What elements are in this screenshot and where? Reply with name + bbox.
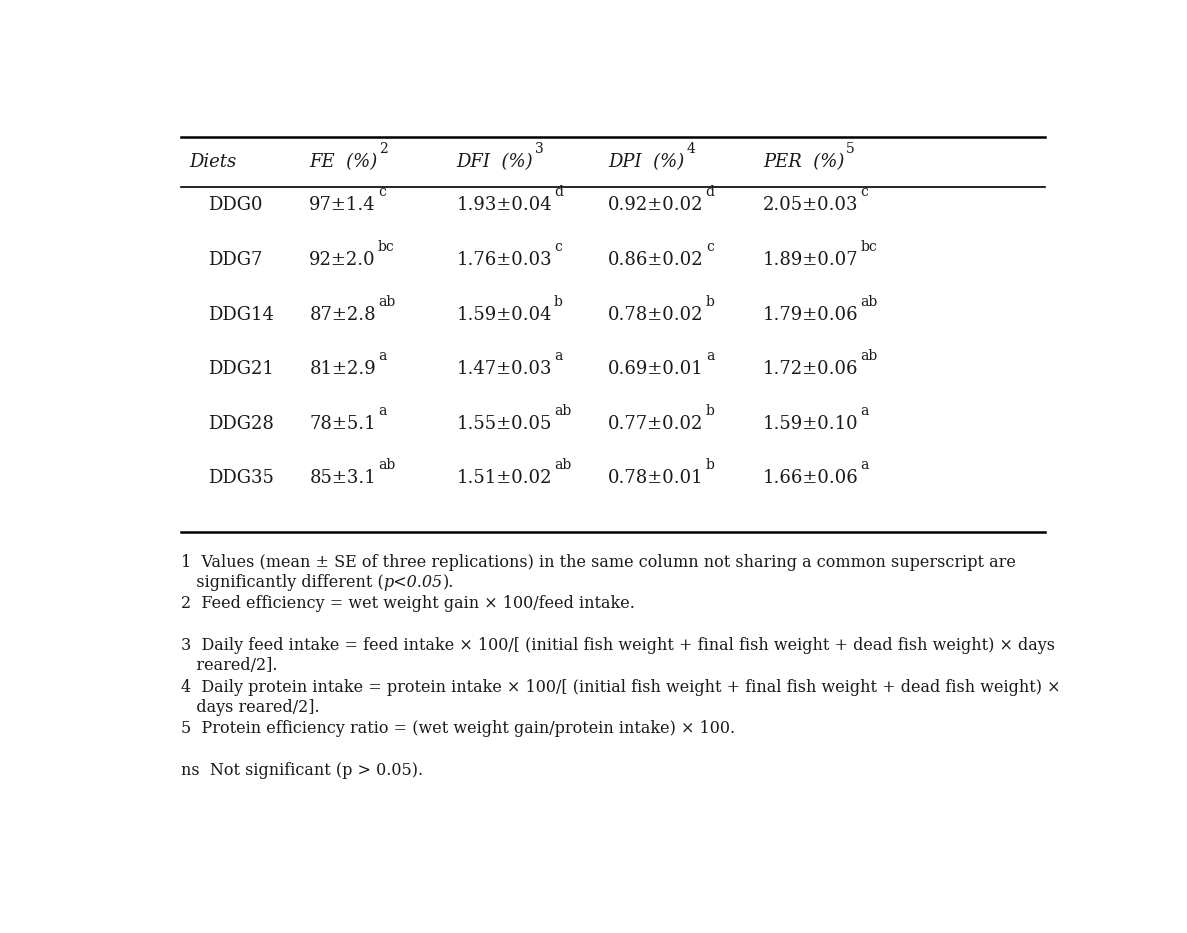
- Text: c: c: [377, 186, 386, 200]
- Text: DDG35: DDG35: [208, 469, 274, 487]
- Text: 1.72±0.06: 1.72±0.06: [763, 360, 858, 378]
- Text: 0.86±0.02: 0.86±0.02: [608, 251, 704, 269]
- Text: b: b: [554, 295, 563, 309]
- Text: 5: 5: [846, 143, 855, 157]
- Text: significantly different (: significantly different (: [180, 574, 383, 591]
- Text: ab: ab: [377, 458, 395, 472]
- Text: DPI  (%): DPI (%): [608, 153, 685, 172]
- Text: bc: bc: [377, 240, 394, 254]
- Text: ab: ab: [861, 295, 877, 309]
- Text: bc: bc: [861, 240, 877, 254]
- Text: 1.93±0.04: 1.93±0.04: [457, 196, 552, 215]
- Text: PER  (%): PER (%): [763, 153, 844, 172]
- Text: a: a: [554, 349, 563, 363]
- Text: 78±5.1: 78±5.1: [310, 415, 376, 433]
- Text: 5  Protein efficiency ratio = (wet weight gain/protein intake) × 100.: 5 Protein efficiency ratio = (wet weight…: [180, 720, 735, 737]
- Text: reared/2].: reared/2].: [180, 657, 277, 675]
- Text: d: d: [554, 186, 563, 200]
- Text: b: b: [706, 458, 715, 472]
- Text: 4: 4: [686, 143, 696, 157]
- Text: DDG0: DDG0: [208, 196, 262, 215]
- Text: b: b: [706, 295, 715, 309]
- Text: 3  Daily feed intake = feed intake × 100/[ (initial fish weight + final fish wei: 3 Daily feed intake = feed intake × 100/…: [180, 637, 1054, 654]
- Text: ns  Not significant (p > 0.05).: ns Not significant (p > 0.05).: [180, 762, 423, 779]
- Text: 2.05±0.03: 2.05±0.03: [763, 196, 858, 215]
- Text: DFI  (%): DFI (%): [457, 153, 533, 172]
- Text: FE  (%): FE (%): [310, 153, 377, 172]
- Text: a: a: [861, 404, 869, 418]
- Text: c: c: [861, 186, 868, 200]
- Text: c: c: [706, 240, 713, 254]
- Text: a: a: [861, 458, 869, 472]
- Text: c: c: [554, 240, 561, 254]
- Text: Diets: Diets: [190, 153, 237, 172]
- Text: 1  Values (mean ± SE of three replications) in the same column not sharing a com: 1 Values (mean ± SE of three replication…: [180, 554, 1015, 571]
- Text: 0.77±0.02: 0.77±0.02: [608, 415, 704, 433]
- Text: a: a: [377, 349, 386, 363]
- Text: 92±2.0: 92±2.0: [310, 251, 376, 269]
- Text: 87±2.8: 87±2.8: [310, 305, 376, 324]
- Text: a: a: [706, 349, 715, 363]
- Text: 1.59±0.10: 1.59±0.10: [763, 415, 858, 433]
- Text: 0.78±0.02: 0.78±0.02: [608, 305, 704, 324]
- Text: 81±2.9: 81±2.9: [310, 360, 376, 378]
- Text: 4  Daily protein intake = protein intake × 100/[ (initial fish weight + final fi: 4 Daily protein intake = protein intake …: [180, 679, 1060, 696]
- Text: ab: ab: [554, 404, 571, 418]
- Text: DDG21: DDG21: [208, 360, 274, 378]
- Text: 3: 3: [535, 143, 544, 157]
- Text: p<0.05: p<0.05: [383, 574, 443, 591]
- Text: 85±3.1: 85±3.1: [310, 469, 376, 487]
- Text: DDG7: DDG7: [208, 251, 262, 269]
- Text: 1.76±0.03: 1.76±0.03: [457, 251, 552, 269]
- Text: 1.79±0.06: 1.79±0.06: [763, 305, 858, 324]
- Text: d: d: [706, 186, 715, 200]
- Text: 2: 2: [380, 143, 388, 157]
- Text: a: a: [377, 404, 386, 418]
- Text: ).: ).: [443, 574, 453, 591]
- Text: ab: ab: [861, 349, 877, 363]
- Text: 1.51±0.02: 1.51±0.02: [457, 469, 552, 487]
- Text: 1.59±0.04: 1.59±0.04: [457, 305, 552, 324]
- Text: b: b: [705, 404, 715, 418]
- Text: DDG28: DDG28: [208, 415, 274, 433]
- Text: ab: ab: [377, 295, 395, 309]
- Text: 0.92±0.02: 0.92±0.02: [608, 196, 704, 215]
- Text: 97±1.4: 97±1.4: [310, 196, 376, 215]
- Text: days reared/2].: days reared/2].: [180, 699, 319, 716]
- Text: 1.89±0.07: 1.89±0.07: [763, 251, 858, 269]
- Text: 1.55±0.05: 1.55±0.05: [457, 415, 552, 433]
- Text: 0.78±0.01: 0.78±0.01: [608, 469, 704, 487]
- Text: 1.47±0.03: 1.47±0.03: [457, 360, 552, 378]
- Text: 0.69±0.01: 0.69±0.01: [608, 360, 704, 378]
- Text: 2  Feed efficiency = wet weight gain × 100/feed intake.: 2 Feed efficiency = wet weight gain × 10…: [180, 595, 634, 612]
- Text: ab: ab: [554, 458, 571, 472]
- Text: DDG14: DDG14: [208, 305, 274, 324]
- Text: 1.66±0.06: 1.66±0.06: [763, 469, 858, 487]
